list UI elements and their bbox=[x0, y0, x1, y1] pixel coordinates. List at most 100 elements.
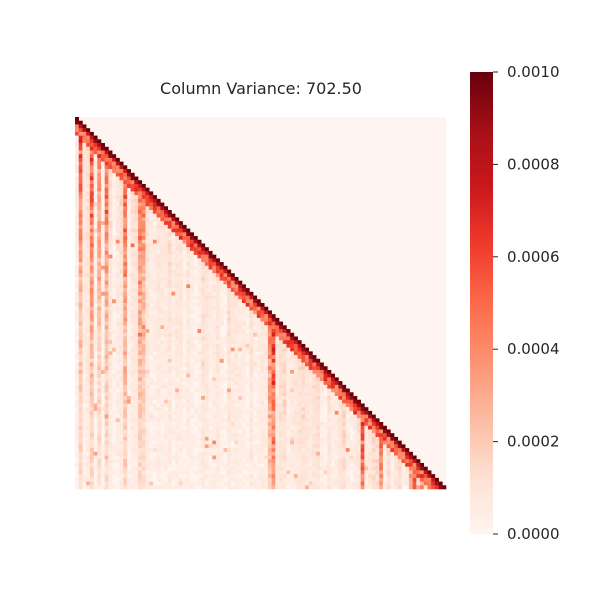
heatmap-cell bbox=[394, 436, 399, 441]
heatmap-cell bbox=[171, 254, 176, 259]
heatmap-cell bbox=[227, 485, 232, 490]
heatmap-cell bbox=[167, 247, 172, 252]
heatmap-cell bbox=[330, 448, 335, 453]
heatmap-cell bbox=[379, 455, 384, 460]
heatmap-cell bbox=[86, 459, 91, 464]
heatmap-cell bbox=[345, 440, 350, 445]
heatmap-cell bbox=[297, 485, 302, 490]
heatmap-cell bbox=[115, 384, 120, 389]
heatmap-cell bbox=[293, 396, 298, 401]
heatmap-cell bbox=[405, 459, 410, 464]
heatmap-cell bbox=[119, 459, 124, 464]
heatmap-cell bbox=[104, 191, 109, 196]
heatmap-cell bbox=[208, 280, 213, 285]
heatmap-cell bbox=[215, 429, 220, 434]
heatmap-cell bbox=[219, 347, 224, 352]
heatmap-cell bbox=[93, 462, 98, 467]
heatmap-cell bbox=[152, 325, 157, 330]
heatmap-cell bbox=[301, 396, 306, 401]
heatmap-cell bbox=[104, 280, 109, 285]
heatmap-cell bbox=[126, 210, 131, 215]
heatmap-cell bbox=[368, 462, 373, 467]
heatmap-cell bbox=[227, 429, 232, 434]
heatmap-cell bbox=[316, 459, 321, 464]
heatmap-cell bbox=[171, 347, 176, 352]
heatmap-cell bbox=[249, 477, 254, 482]
heatmap-cell bbox=[190, 369, 195, 374]
heatmap-cell bbox=[197, 418, 202, 423]
heatmap-cell bbox=[204, 396, 209, 401]
heatmap-cell bbox=[164, 351, 169, 356]
heatmap-cell bbox=[97, 247, 102, 252]
heatmap-cell bbox=[156, 414, 161, 419]
heatmap-cell bbox=[89, 269, 94, 274]
heatmap-cell bbox=[149, 474, 154, 479]
heatmap-cell bbox=[89, 451, 94, 456]
heatmap-cell bbox=[171, 366, 176, 371]
heatmap-cell bbox=[356, 407, 361, 412]
heatmap-cell bbox=[305, 403, 310, 408]
heatmap-cell bbox=[386, 477, 391, 482]
heatmap-cell bbox=[130, 280, 135, 285]
heatmap-cell bbox=[167, 377, 172, 382]
heatmap-cell bbox=[138, 250, 143, 255]
heatmap-cell bbox=[112, 191, 117, 196]
heatmap-cell bbox=[319, 369, 324, 374]
heatmap-cell bbox=[204, 284, 209, 289]
heatmap-cell bbox=[338, 459, 343, 464]
heatmap-cell bbox=[145, 224, 150, 229]
heatmap-cell bbox=[253, 433, 258, 438]
heatmap-cell bbox=[212, 280, 217, 285]
heatmap-cell bbox=[138, 239, 143, 244]
heatmap-cell bbox=[327, 410, 332, 415]
heatmap-cell bbox=[249, 410, 254, 415]
heatmap-cell bbox=[427, 477, 432, 482]
heatmap-cell bbox=[160, 481, 165, 486]
heatmap-cell bbox=[227, 425, 232, 430]
heatmap-cell bbox=[126, 169, 131, 174]
heatmap-cell bbox=[138, 399, 143, 404]
heatmap-cell bbox=[345, 455, 350, 460]
heatmap-cell bbox=[275, 481, 280, 486]
heatmap-cell bbox=[134, 250, 139, 255]
heatmap-cell bbox=[156, 451, 161, 456]
heatmap-cell bbox=[108, 317, 113, 322]
heatmap-cell bbox=[286, 474, 291, 479]
heatmap-cell bbox=[208, 276, 213, 281]
heatmap-cell bbox=[119, 440, 124, 445]
heatmap-cell bbox=[145, 381, 150, 386]
heatmap-cell bbox=[149, 377, 154, 382]
heatmap-cell bbox=[149, 310, 154, 315]
heatmap-cell bbox=[190, 299, 195, 304]
heatmap-cell bbox=[279, 388, 284, 393]
heatmap-cell bbox=[186, 247, 191, 252]
heatmap-cell bbox=[156, 418, 161, 423]
heatmap-cell bbox=[323, 470, 328, 475]
heatmap-cell bbox=[119, 429, 124, 434]
heatmap-cell bbox=[97, 191, 102, 196]
heatmap-cell bbox=[86, 466, 91, 471]
heatmap-cell bbox=[138, 436, 143, 441]
heatmap-cell bbox=[197, 407, 202, 412]
heatmap-cell bbox=[197, 429, 202, 434]
heatmap-cell bbox=[334, 384, 339, 389]
heatmap-cell bbox=[293, 477, 298, 482]
heatmap-cell bbox=[397, 474, 402, 479]
heatmap-cell bbox=[379, 462, 384, 467]
heatmap-cell bbox=[182, 288, 187, 293]
heatmap-cell bbox=[134, 433, 139, 438]
heatmap-cell bbox=[156, 221, 161, 226]
heatmap-cell bbox=[197, 269, 202, 274]
heatmap-cell bbox=[108, 414, 113, 419]
heatmap-cell bbox=[152, 384, 157, 389]
heatmap-cell bbox=[164, 362, 169, 367]
heatmap-cell bbox=[156, 459, 161, 464]
heatmap-cell bbox=[241, 303, 246, 308]
heatmap-cell bbox=[342, 436, 347, 441]
heatmap-cell bbox=[182, 444, 187, 449]
heatmap-cell bbox=[330, 384, 335, 389]
heatmap-cell bbox=[112, 410, 117, 415]
heatmap-cell bbox=[230, 373, 235, 378]
heatmap-cell bbox=[75, 176, 80, 181]
heatmap-cell bbox=[338, 396, 343, 401]
